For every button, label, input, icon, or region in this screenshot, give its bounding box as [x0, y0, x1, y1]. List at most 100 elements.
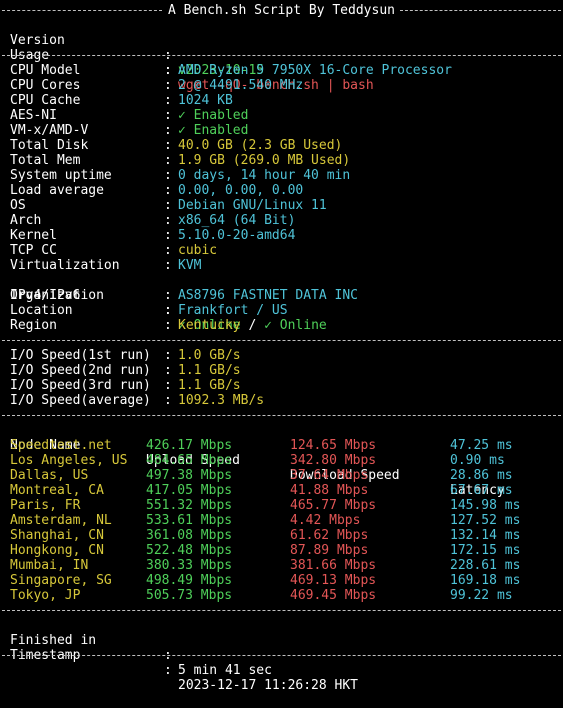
finished-label: Finished in — [10, 633, 97, 648]
virtualization-value: KVM — [178, 258, 202, 273]
cpu-cache-label: CPU Cache — [10, 93, 81, 108]
aes-ni-value: ✓ Enabled — [178, 108, 249, 123]
table-row: Los Angeles, US 484.65 Mbps 342.80 Mbps 0.9… — [0, 453, 563, 468]
download-speed-cell: 381.66 Mbps — [290, 558, 377, 573]
colon: : — [164, 318, 172, 333]
organization-value: AS8796 FASTNET DATA INC — [178, 288, 359, 303]
system-uptime-label: System uptime — [10, 168, 112, 183]
colon: : — [164, 63, 172, 78]
upload-speed-cell: 417.05 Mbps — [146, 483, 233, 498]
colon: : — [164, 663, 172, 678]
cpu-model-label: CPU Model — [10, 63, 81, 78]
arch-value: x86_64 (64 Bit) — [178, 213, 296, 228]
colon: : — [164, 108, 172, 123]
ipv46-value: ✓ Online / ✓ Online — [178, 318, 327, 333]
download-speed-cell: 4.42 Mbps — [290, 513, 361, 528]
upload-speed-cell: 505.73 Mbps — [146, 588, 233, 603]
download-speed-cell: 87.89 Mbps — [290, 543, 369, 558]
colon: : — [164, 393, 172, 408]
version-row: Version : v2023-10-15 — [10, 18, 264, 78]
table-row: Hongkong, CN 522.48 Mbps 87.89 Mbps 172.15 … — [0, 543, 563, 558]
system-uptime-value: 0 days, 14 hour 40 min — [178, 168, 351, 183]
table-row: Dallas, US 497.38 Mbps 37.64 Mbps 28.86 ms — [0, 468, 563, 483]
os-label: OS — [10, 198, 26, 213]
download-speed-cell: 37.64 Mbps — [290, 468, 369, 483]
latency-cell: 99.22 ms — [450, 588, 513, 603]
colon: : — [164, 228, 172, 243]
io-speed-label: I/O Speed(average) — [10, 393, 151, 408]
separator-left — [2, 10, 162, 11]
version-label: Version — [10, 33, 65, 48]
colon: : — [164, 288, 172, 303]
separator — [0, 333, 563, 348]
io-speed-value: 1.0 GB/s — [178, 348, 241, 363]
table-row: Speedtest.net 426.17 Mbps 124.65 Mbps 47.25… — [0, 438, 563, 453]
cpu-model-value: AMD Ryzen 9 7950X 16-Core Processor — [178, 63, 452, 78]
colon: : — [164, 63, 172, 78]
upload-speed-cell: 551.32 Mbps — [146, 498, 233, 513]
header-node-name: Node Name — [10, 438, 81, 453]
node-name-cell: Los Angeles, US — [10, 453, 128, 468]
region-value: Kentucky — [178, 318, 241, 333]
table-row: Shanghai, CN 361.08 Mbps 61.62 Mbps 132.14 … — [0, 528, 563, 543]
node-name-cell: Tokyo, JP — [10, 588, 81, 603]
tcp-cc-value: cubic — [178, 243, 218, 258]
timestamp-value: 2023-12-17 11:26:28 HKT — [178, 678, 359, 693]
node-name-cell: Montreal, CA — [10, 483, 104, 498]
vm-x-amd-v-label: VM-x/AMD-V — [10, 123, 89, 138]
colon: : — [164, 123, 172, 138]
separator — [0, 408, 563, 423]
colon: : — [164, 378, 172, 393]
ipv46-slash: / — [240, 318, 265, 333]
version-value: v2023-10-15 — [178, 63, 265, 78]
timestamp-row: Timestamp : 2023-12-17 11:26:28 HKT — [10, 633, 358, 693]
tcp-cc-label: TCP CC — [10, 243, 57, 258]
header-upload-speed: Upload Speed — [146, 453, 240, 468]
io-speed-label: I/O Speed(2nd run) — [10, 363, 151, 378]
download-speed-cell: 465.77 Mbps — [290, 498, 377, 513]
table-row: Amsterdam, NL 533.61 Mbps 4.42 Mbps 127.52 … — [0, 513, 563, 528]
usage-row: Usage : wget -qO- bench.sh | bash — [10, 33, 374, 93]
total-mem-label: Total Mem — [10, 153, 81, 168]
arch-label: Arch — [10, 213, 42, 228]
colon: : — [164, 168, 172, 183]
location-label: Location — [10, 303, 73, 318]
node-name-cell: Speedtest.net — [10, 438, 112, 453]
colon: : — [164, 303, 172, 318]
colon: : — [164, 93, 172, 108]
latency-cell: 0.90 ms — [450, 453, 505, 468]
node-name-cell: Shanghai, CN — [10, 528, 104, 543]
download-speed-cell: 61.62 Mbps — [290, 528, 369, 543]
terminal-window[interactable]: A Bench.sh Script By Teddysun Version : … — [0, 0, 563, 693]
latency-cell: 47.25 ms — [450, 438, 513, 453]
node-name-cell: Singapore, SG — [10, 573, 112, 588]
colon: : — [164, 348, 172, 363]
total-disk-label: Total Disk — [10, 138, 89, 153]
table-row: Mumbai, IN 380.33 Mbps 381.66 Mbps 228.61 m… — [0, 558, 563, 573]
node-name-cell: Dallas, US — [10, 468, 89, 483]
colon: : — [164, 258, 172, 273]
header-download-speed: Download Speed — [290, 468, 400, 483]
cpu-cores-label: CPU Cores — [10, 78, 81, 93]
colon: : — [164, 303, 172, 318]
latency-cell: 28.86 ms — [450, 468, 513, 483]
io-speed-value: 1092.3 MB/s — [178, 393, 265, 408]
download-speed-cell: 469.45 Mbps — [290, 588, 377, 603]
colon: : — [164, 198, 172, 213]
os-value: Debian GNU/Linux 11 — [178, 198, 327, 213]
upload-speed-cell: 361.08 Mbps — [146, 528, 233, 543]
finished-value: 5 min 41 sec — [178, 663, 272, 678]
table-row: Tokyo, JP 505.73 Mbps 469.45 Mbps 99.22 ms — [0, 588, 563, 603]
latency-cell: 67.67 ms — [450, 483, 513, 498]
usage-value: wget -qO- bench.sh | bash — [178, 78, 374, 93]
ipv46-label: IPv4/IPv6 — [10, 288, 81, 303]
download-speed-cell: 41.88 Mbps — [290, 483, 369, 498]
upload-speed-cell: 522.48 Mbps — [146, 543, 233, 558]
colon: : — [164, 363, 172, 378]
colon: : — [164, 138, 172, 153]
latency-cell: 145.98 ms — [450, 498, 521, 513]
colon: : — [164, 243, 172, 258]
io-speed-label: I/O Speed(3rd run) — [10, 378, 151, 393]
latency-cell: 127.52 ms — [450, 513, 521, 528]
node-name-cell: Hongkong, CN — [10, 543, 104, 558]
